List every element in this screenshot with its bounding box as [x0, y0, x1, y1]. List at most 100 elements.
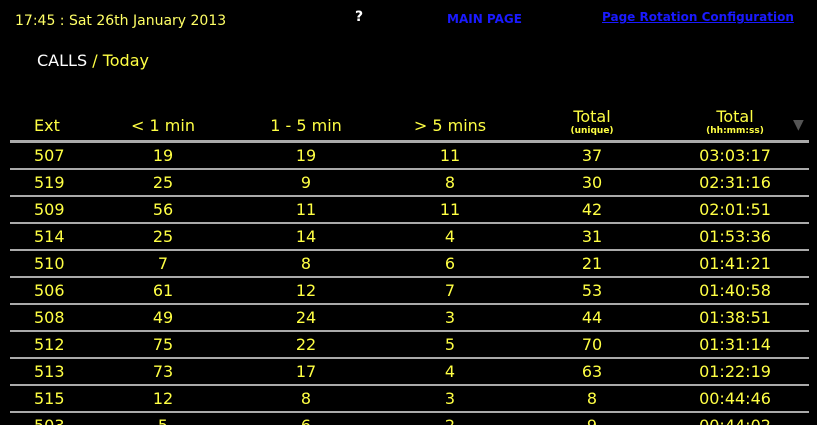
- cell-over-5-mins: 4: [444, 227, 456, 246]
- cell-total-unique: 31: [581, 227, 603, 246]
- cell-under-1-min: 25: [152, 227, 174, 246]
- cell-1-to-5-min: 9: [300, 173, 312, 192]
- table-header: Ext < 1 min 1 - 5 min > 5 mins Total (un…: [0, 108, 817, 140]
- cell-total-time: 01:41:21: [699, 254, 771, 273]
- cell-total-unique: 8: [586, 389, 598, 408]
- column-header-over-5-mins[interactable]: > 5 mins: [413, 116, 487, 135]
- cell-total-time: 01:38:51: [699, 308, 771, 327]
- title-period: Today: [102, 51, 149, 70]
- cell-over-5-mins: 11: [439, 146, 461, 165]
- column-header-under-1-min[interactable]: < 1 min: [131, 116, 195, 135]
- cell-over-5-mins: 6: [444, 254, 456, 273]
- header-divider: [10, 140, 809, 143]
- column-header-total-unique[interactable]: Total (unique): [522, 108, 662, 140]
- cell-total-unique: 21: [581, 254, 603, 273]
- cell-total-unique: 30: [581, 173, 603, 192]
- cell-1-to-5-min: 12: [295, 281, 317, 300]
- help-button[interactable]: ?: [355, 9, 364, 25]
- total-unique-sublabel: (unique): [570, 126, 614, 136]
- cell-total-time: 01:53:36: [699, 227, 771, 246]
- page-rotation-config-link[interactable]: Page Rotation Configuration: [602, 10, 794, 24]
- cell-under-1-min: 7: [157, 254, 169, 273]
- cell-ext: 519: [34, 173, 65, 192]
- table-row: 513 73 17 4 63 01:22:19: [10, 359, 809, 386]
- cell-ext: 514: [34, 227, 65, 246]
- cell-ext: 507: [34, 146, 65, 165]
- cell-under-1-min: 49: [152, 308, 174, 327]
- cell-1-to-5-min: 19: [295, 146, 317, 165]
- cell-under-1-min: 75: [152, 335, 174, 354]
- title-separator: /: [92, 51, 98, 70]
- cell-total-time: 00:44:46: [699, 389, 771, 408]
- table-row: 514 25 14 4 31 01:53:36: [10, 224, 809, 251]
- current-datetime: 17:45 : Sat 26th January 2013: [15, 13, 227, 29]
- cell-ext: 509: [34, 200, 65, 219]
- cell-under-1-min: 25: [152, 173, 174, 192]
- cell-over-5-mins: 2: [380, 416, 520, 425]
- cell-1-to-5-min: 8: [300, 389, 312, 408]
- cell-under-1-min: 19: [152, 146, 174, 165]
- cell-ext: 506: [34, 281, 65, 300]
- cell-total-time: 01:40:58: [699, 281, 771, 300]
- table-row: 512 75 22 5 70 01:31:14: [10, 332, 809, 359]
- cell-1-to-5-min: 22: [295, 335, 317, 354]
- table-row: 508 49 24 3 44 01:38:51: [10, 305, 809, 332]
- cell-ext: 512: [34, 335, 65, 354]
- cell-1-to-5-min: 24: [295, 308, 317, 327]
- column-header-total-time[interactable]: Total (hh:mm:ss): [665, 108, 805, 140]
- table-row: 510 7 8 6 21 01:41:21: [10, 251, 809, 278]
- cell-total-unique: 42: [581, 200, 603, 219]
- cell-total-unique: 44: [581, 308, 603, 327]
- table-row: 515 12 8 3 8 00:44:46: [10, 386, 809, 413]
- cell-under-1-min: 73: [152, 362, 174, 381]
- column-header-ext[interactable]: Ext: [34, 116, 60, 135]
- cell-total-time: 00:44:02: [665, 416, 805, 425]
- sort-desc-icon[interactable]: ▼: [793, 117, 804, 133]
- cell-1-to-5-min: 11: [295, 200, 317, 219]
- cell-ext: 503: [10, 416, 90, 425]
- cell-total-unique: 70: [581, 335, 603, 354]
- cell-total-unique: 63: [581, 362, 603, 381]
- cell-under-1-min: 56: [152, 200, 174, 219]
- total-time-label: Total: [716, 107, 754, 126]
- cell-ext: 510: [34, 254, 65, 273]
- total-unique-label: Total: [573, 107, 611, 126]
- cell-over-5-mins: 3: [444, 308, 456, 327]
- cell-over-5-mins: 4: [444, 362, 456, 381]
- cell-1-to-5-min: 14: [295, 227, 317, 246]
- cell-total-time: 02:01:51: [699, 200, 771, 219]
- cell-1-to-5-min: 8: [300, 254, 312, 273]
- cell-total-unique: 9: [522, 416, 662, 425]
- cell-over-5-mins: 8: [444, 173, 456, 192]
- page-title: CALLS / Today: [37, 51, 149, 70]
- cell-ext: 513: [34, 362, 65, 381]
- cell-under-1-min: 5: [93, 416, 233, 425]
- column-header-1-to-5-min[interactable]: 1 - 5 min: [270, 116, 342, 135]
- cell-under-1-min: 61: [152, 281, 174, 300]
- cell-total-time: 03:03:17: [699, 146, 771, 165]
- cell-ext: 515: [34, 389, 65, 408]
- table-row: 519 25 9 8 30 02:31:16: [10, 170, 809, 197]
- cell-ext: 508: [34, 308, 65, 327]
- table-row: 506 61 12 7 53 01:40:58: [10, 278, 809, 305]
- table-row: 503562900:44:02: [10, 413, 809, 425]
- main-page-link[interactable]: MAIN PAGE: [447, 12, 522, 26]
- table-row: 507 19 19 11 37 03:03:17: [10, 143, 809, 170]
- cell-under-1-min: 12: [152, 389, 174, 408]
- cell-total-time: 02:31:16: [699, 173, 771, 192]
- title-section: CALLS: [37, 51, 88, 70]
- calls-table-body: 507 19 19 11 37 03:03:17 519 25 9 8 30 02:31:16 509 5…: [0, 143, 817, 425]
- table-row: 509 56 11 11 42 02:01:51: [10, 197, 809, 224]
- cell-over-5-mins: 5: [444, 335, 456, 354]
- cell-over-5-mins: 11: [439, 200, 461, 219]
- cell-over-5-mins: 7: [444, 281, 456, 300]
- cell-1-to-5-min: 17: [295, 362, 317, 381]
- total-time-sublabel: (hh:mm:ss): [706, 126, 764, 136]
- cell-total-time: 01:31:14: [699, 335, 771, 354]
- cell-total-unique: 53: [581, 281, 603, 300]
- cell-total-time: 01:22:19: [699, 362, 771, 381]
- cell-total-unique: 37: [581, 146, 603, 165]
- cell-over-5-mins: 3: [444, 389, 456, 408]
- cell-1-to-5-min: 6: [236, 416, 376, 425]
